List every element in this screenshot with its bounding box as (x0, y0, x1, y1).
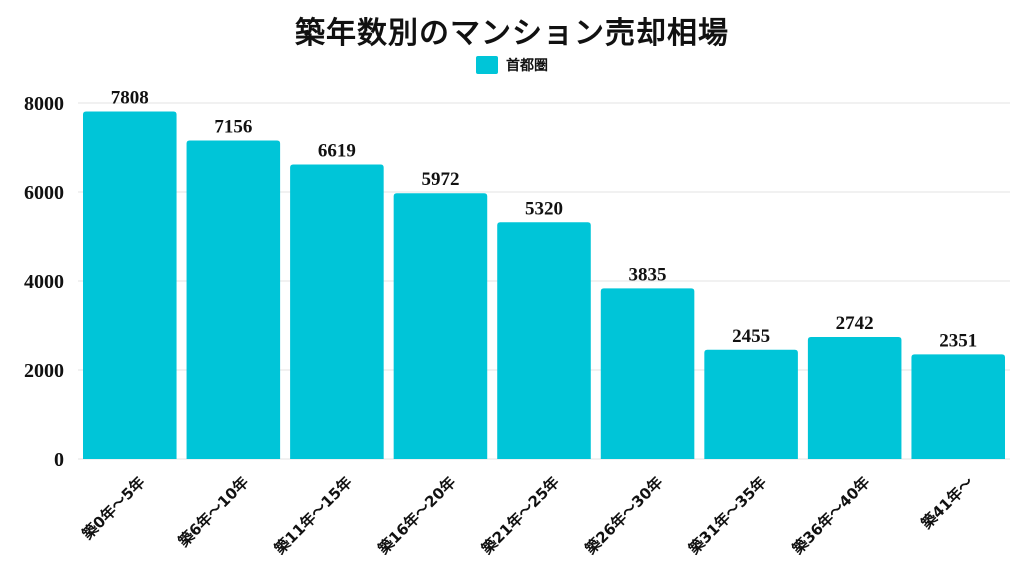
x-tick-label: 築11年～15年 (270, 473, 355, 558)
x-tick-label: 築26年～30年 (581, 473, 666, 558)
y-tick-label: 0 (54, 449, 64, 471)
bar (290, 164, 384, 459)
x-tick-label: 築36年～40年 (788, 473, 873, 558)
data-label: 6619 (318, 140, 356, 161)
data-label: 2351 (939, 330, 977, 351)
bar (600, 288, 695, 459)
x-tick-label: 築41年～ (917, 473, 977, 533)
data-label: 2742 (836, 313, 874, 334)
y-tick-label: 6000 (24, 182, 64, 204)
bars (83, 111, 1005, 460)
y-tick-label: 8000 (24, 93, 64, 115)
chart-title: 築年数別のマンション売却相場 (295, 16, 729, 51)
x-tick-label: 築31年～35年 (685, 473, 770, 558)
bar (186, 140, 281, 460)
data-label: 5320 (525, 198, 563, 219)
bar (83, 111, 177, 459)
data-label: 2455 (732, 326, 770, 347)
bar (497, 222, 591, 459)
data-label: 3835 (629, 264, 667, 285)
x-tick-label: 築6年～10年 (174, 473, 252, 551)
legend: 首都圏 (0, 55, 1024, 75)
y-tick-label: 2000 (24, 360, 64, 382)
y-tick-label: 4000 (24, 271, 64, 293)
bar (807, 336, 902, 459)
data-label: 5972 (421, 169, 459, 190)
data-label: 7156 (214, 117, 252, 138)
legend-label: 首都圏 (506, 58, 548, 74)
bar (911, 354, 1005, 459)
x-axis: 築0年～5年 築6年～10年 築11年～15年 築16年～20年 築21年～25年 築26… (78, 473, 977, 558)
legend-swatch (476, 56, 498, 74)
bar (704, 349, 798, 459)
x-tick-label: 築16年～20年 (374, 473, 459, 558)
x-tick-label: 築0年～5年 (78, 473, 149, 544)
x-tick-label: 築21年～25年 (477, 473, 562, 558)
data-labels: 7808 7156 6619 5972 5320 3835 2455 2742 2351 (111, 88, 977, 352)
data-label: 7808 (111, 88, 149, 109)
bar (393, 193, 488, 459)
y-axis: 0 2000 4000 6000 8000 (24, 93, 64, 471)
